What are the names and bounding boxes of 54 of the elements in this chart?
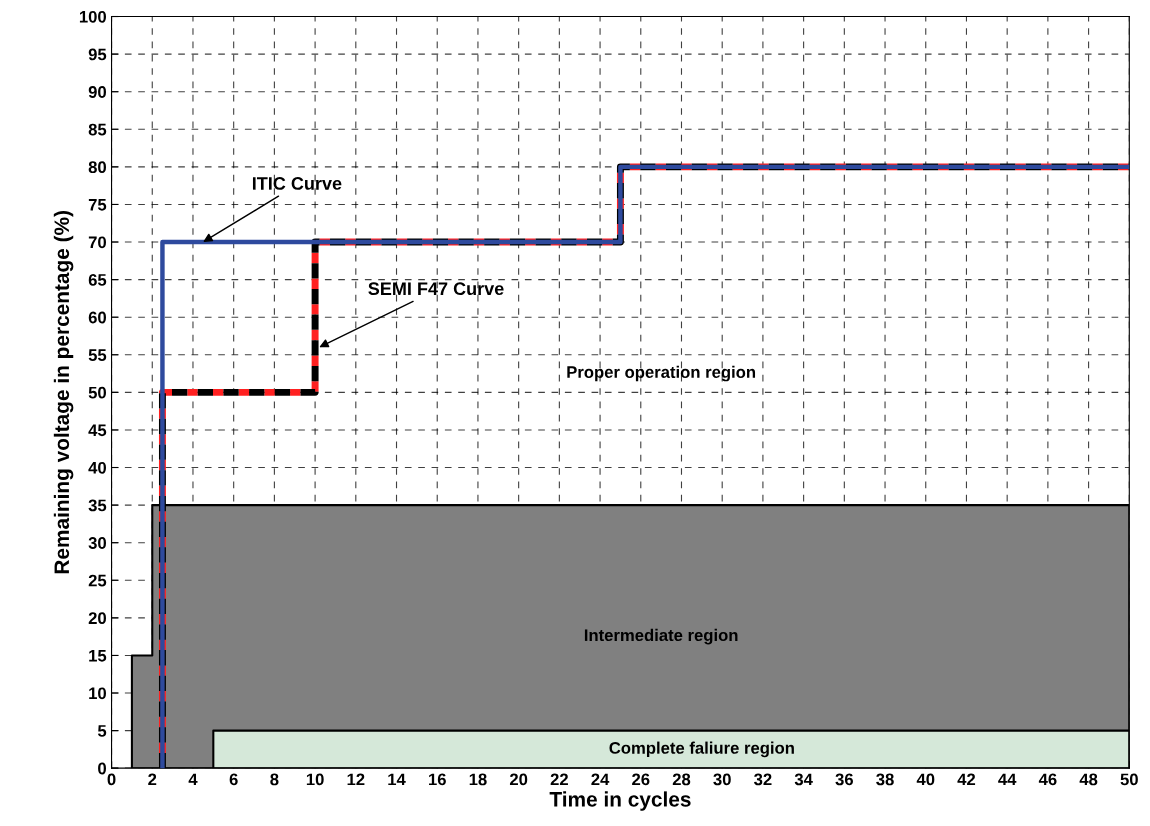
x-tick-label: 8: [270, 773, 279, 786]
y-axis-title: Remaining voltage in percentage (%): [53, 211, 74, 574]
y-tick-label: 85: [88, 123, 107, 136]
y-tick-label: 40: [88, 461, 107, 474]
x-tick-label: 0: [107, 773, 116, 786]
x-tick-label: 2: [148, 773, 157, 786]
x-tick-label: 28: [672, 773, 691, 786]
x-tick-label: 12: [347, 773, 365, 786]
x-tick-label: 48: [1079, 773, 1098, 786]
y-tick-label: 80: [88, 161, 107, 174]
y-tick-label: 0: [98, 762, 107, 775]
y-tick-label: 95: [88, 48, 107, 61]
x-tick-label: 34: [794, 773, 813, 786]
annotation: SEMI F47 Curve: [368, 282, 504, 296]
y-tick-label: 50: [88, 386, 107, 399]
x-tick-label: 26: [632, 773, 650, 786]
x-tick-label: 44: [998, 773, 1017, 786]
x-tick-label: 42: [957, 773, 976, 786]
y-tick-label: 20: [88, 612, 107, 625]
y-tick-label: 60: [88, 311, 107, 324]
x-tick-label: 30: [713, 773, 731, 786]
x-tick-label: 46: [1038, 773, 1057, 786]
x-tick-label: 16: [429, 773, 446, 786]
y-tick-label: 25: [88, 574, 107, 587]
x-tick-label: 18: [469, 773, 487, 786]
x-tick-label: 6: [229, 773, 238, 786]
x-tick-label: 22: [550, 773, 568, 786]
y-tick-label: 30: [88, 537, 107, 549]
x-tick-label: 10: [306, 773, 324, 786]
x-tick-label: 4: [188, 773, 198, 786]
series-label: Complete faliure region: [609, 741, 794, 758]
x-tick-label: 20: [509, 773, 528, 786]
y-tick-label: 75: [88, 199, 107, 211]
annotation: ITIC Curve: [252, 177, 342, 190]
x-tick-label: 24: [591, 773, 610, 786]
y-tick-label: 90: [88, 86, 107, 98]
y-tick-label: 100: [79, 10, 107, 23]
annotation: Proper operation region: [567, 365, 756, 382]
y-tick-label: 15: [89, 650, 107, 662]
y-tick-label: 70: [88, 236, 107, 249]
x-tick-label: 50: [1120, 773, 1138, 786]
x-tick-label: 38: [876, 773, 894, 786]
y-tick-label: 5: [97, 725, 107, 737]
y-tick-label: 35: [88, 499, 107, 512]
series-label: Intermediate region: [584, 628, 738, 645]
y-tick-label: 10: [89, 687, 107, 700]
x-tick-label: 36: [835, 773, 853, 786]
x-tick-label: 40: [916, 773, 935, 786]
y-tick-label: 45: [88, 424, 107, 437]
y-tick-label: 65: [88, 274, 107, 286]
x-tick-label: 14: [388, 773, 406, 786]
x-axis-title: Time in cycles: [549, 791, 691, 811]
x-tick-label: 32: [754, 773, 772, 786]
y-tick-label: 55: [88, 349, 107, 361]
